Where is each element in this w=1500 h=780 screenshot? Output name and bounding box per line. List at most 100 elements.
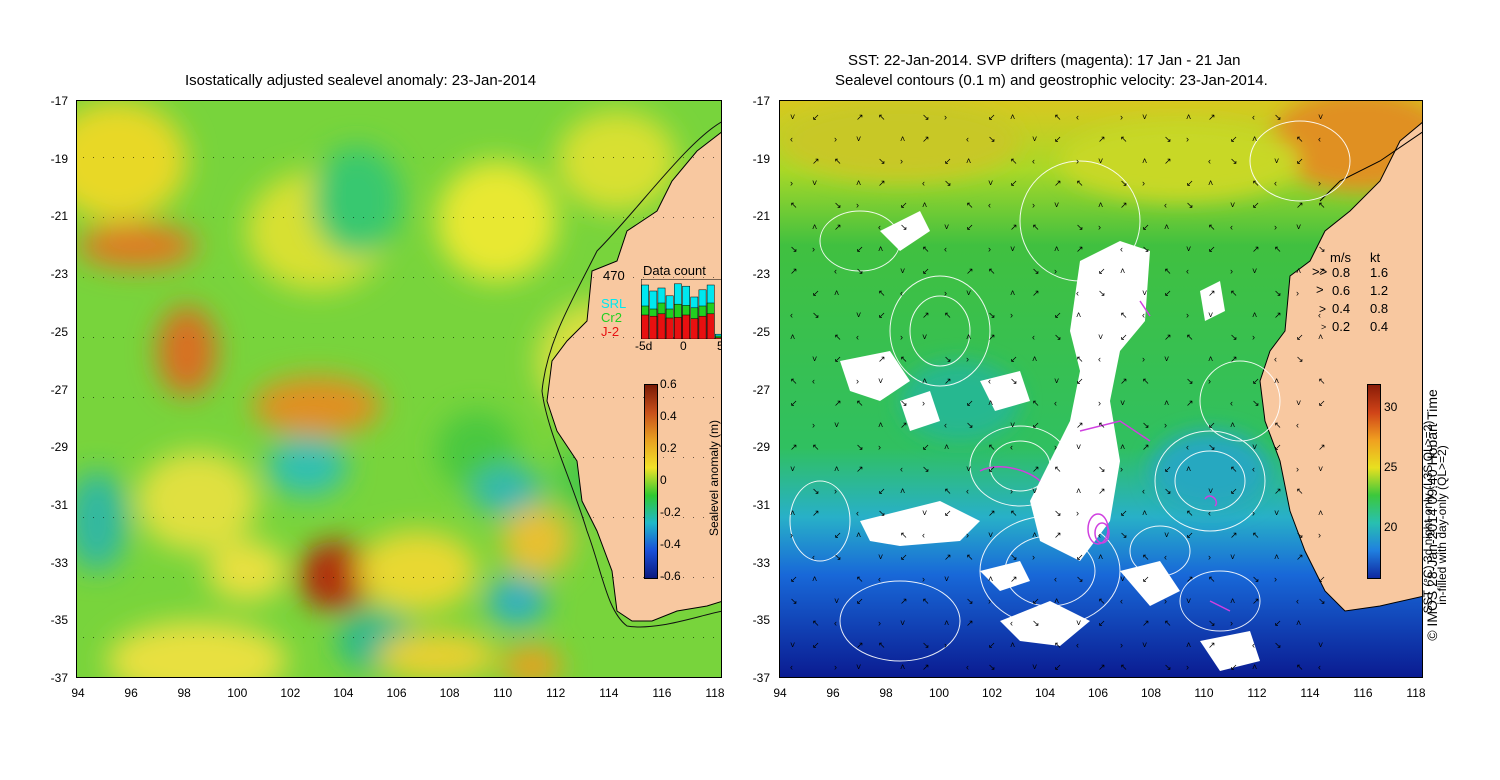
velocity-dot — [573, 517, 574, 518]
velocity-arrow: ↘ — [1098, 464, 1106, 474]
velocity-dot — [83, 457, 84, 458]
velocity-dot — [553, 277, 554, 278]
velocity-dot — [233, 637, 234, 638]
velocity-dot — [383, 577, 384, 578]
velocity-dot — [343, 577, 344, 578]
velocity-dot — [223, 457, 224, 458]
velocity-dot — [453, 397, 454, 398]
velocity-dot — [413, 157, 414, 158]
velocity-arrow: ↖ — [900, 354, 908, 364]
velocity-dot — [83, 277, 84, 278]
velocity-dot — [633, 337, 634, 338]
velocity-dot — [103, 337, 104, 338]
velocity-arrow: ↘ — [922, 464, 930, 474]
velocity-arrow: ˅ — [1230, 552, 1236, 562]
velocity-arrow: ↖ — [1142, 552, 1150, 562]
velocity-dot — [703, 577, 704, 578]
velocity-arrow: ‹ — [966, 134, 969, 144]
velocity-dot — [103, 637, 104, 638]
velocity-dot — [343, 517, 344, 518]
velocity-arrow: ↖ — [1208, 574, 1216, 584]
velocity-dot — [123, 217, 124, 218]
velocity-dot — [583, 217, 584, 218]
velocity-arrow: ↖ — [1098, 596, 1106, 606]
velocity-dot — [633, 517, 634, 518]
velocity-dot — [273, 637, 274, 638]
velocity-dot — [323, 457, 324, 458]
velocity-dot — [373, 397, 374, 398]
mission-j2-label: J-2 — [601, 324, 620, 339]
velocity-dot — [203, 637, 204, 638]
velocity-arrow: ‹ — [878, 574, 881, 584]
velocity-arrow: ↗ — [1296, 200, 1304, 210]
velocity-dot — [323, 517, 324, 518]
velocity-arrow: ↖ — [922, 244, 930, 254]
velocity-arrow: › — [1186, 310, 1189, 320]
velocity-arrow: ↘ — [1274, 112, 1282, 122]
velocity-arrow: ↖ — [878, 112, 886, 122]
velocity-arrow: ˅ — [1032, 662, 1038, 672]
velocity-dot — [203, 157, 204, 158]
velocity-arrow: ↘ — [856, 442, 864, 452]
velocity-dot — [303, 517, 304, 518]
velocity-dot — [263, 397, 264, 398]
velocity-dot — [373, 457, 374, 458]
velocity-dot — [193, 337, 194, 338]
left-x-tick-4: 102 — [280, 686, 301, 700]
velocity-arrow: ˄ — [1120, 266, 1126, 276]
velocity-dot — [233, 457, 234, 458]
left-x-tick-6: 106 — [386, 686, 407, 700]
velocity-arrow: ˄ — [1296, 618, 1302, 628]
velocity-arrow: ↙ — [856, 596, 864, 606]
velocity-dot — [433, 457, 434, 458]
velocity-legend-kt-0.8: 0.8 — [1370, 301, 1389, 316]
velocity-dot — [463, 217, 464, 218]
velocity-arrow: ‹ — [790, 310, 793, 320]
velocity-dot — [93, 517, 94, 518]
velocity-dot — [483, 577, 484, 578]
velocity-dot — [543, 217, 544, 218]
velocity-arrow: ↘ — [878, 508, 886, 518]
velocity-arrow: ˄ — [988, 398, 994, 408]
left-x-tick-0: 94 — [71, 686, 85, 700]
data-count-bar-j2-5 — [682, 314, 690, 339]
velocity-arrow: › — [1230, 266, 1233, 276]
velocity-dot — [503, 397, 504, 398]
left-sealevel-map: 470 Data count SRL Cr2 J-2 -5d 0 5 0.6 0… — [76, 100, 722, 678]
velocity-arrow: › — [1120, 464, 1123, 474]
velocity-dot — [503, 517, 504, 518]
velocity-dot — [253, 337, 254, 338]
velocity-arrow: ˄ — [900, 662, 906, 672]
velocity-dot — [433, 637, 434, 638]
velocity-dot — [463, 157, 464, 158]
velocity-arrow: ↙ — [900, 552, 908, 562]
velocity-dot — [103, 517, 104, 518]
velocity-dot — [403, 517, 404, 518]
velocity-dot — [83, 157, 84, 158]
velocity-dot — [263, 217, 264, 218]
velocity-dot — [503, 457, 504, 458]
velocity-dot — [573, 457, 574, 458]
sst-colorbar-tick-20: 20 — [1384, 520, 1398, 534]
left-x-tick-8: 110 — [493, 686, 513, 700]
velocity-dot — [363, 217, 364, 218]
velocity-dot — [203, 217, 204, 218]
right-y-tick-10: -37 — [752, 671, 770, 685]
velocity-arrow: ↙ — [900, 200, 908, 210]
velocity-dot — [613, 457, 614, 458]
velocity-arrow: ˅ — [1296, 398, 1302, 408]
velocity-arrow: ↗ — [900, 420, 908, 430]
velocity-arrow: ˄ — [812, 222, 818, 232]
velocity-arrow: ↘ — [988, 662, 996, 672]
velocity-arrow: ˅ — [1252, 266, 1258, 276]
velocity-dot — [233, 217, 234, 218]
velocity-dot — [483, 337, 484, 338]
velocity-dot — [443, 157, 444, 158]
velocity-arrow: ↘ — [1164, 134, 1172, 144]
velocity-arrow: ↙ — [1186, 178, 1194, 188]
velocity-dot — [393, 397, 394, 398]
velocity-dot — [533, 337, 534, 338]
velocity-dot — [603, 217, 604, 218]
velocity-dot — [333, 157, 334, 158]
data-count-bar-j2-6 — [690, 318, 699, 339]
